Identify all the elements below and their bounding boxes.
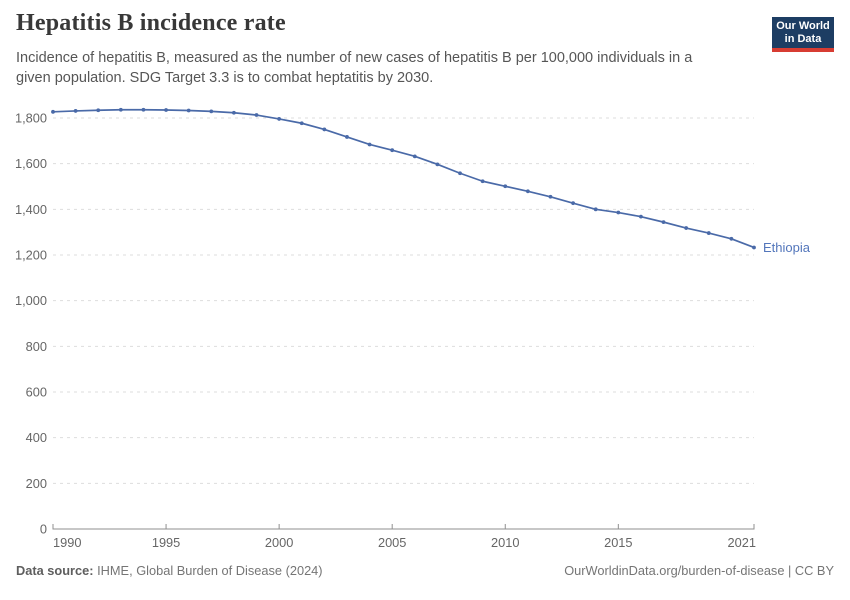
data-source-label: Data source: [16, 563, 94, 578]
data-point[interactable] [639, 214, 643, 219]
data-point[interactable] [661, 220, 666, 225]
data-source-value: IHME, Global Burden of Disease (2024) [93, 563, 323, 578]
footer-url[interactable]: OurWorldinData.org/burden-of-disease [564, 563, 785, 578]
owid-logo: Our World in Data [772, 17, 834, 52]
x-tick-label: 1990 [53, 535, 81, 550]
data-point[interactable] [277, 117, 282, 121]
data-point[interactable] [548, 194, 553, 199]
subtitle-line-1: Incidence of hepatitis B, measured as th… [16, 50, 693, 66]
data-point[interactable] [186, 108, 191, 113]
y-tick-label: 200 [26, 476, 47, 491]
data-point[interactable] [345, 135, 349, 139]
data-line[interactable] [52, 108, 755, 249]
data-point[interactable] [503, 184, 508, 189]
data-point[interactable] [254, 113, 259, 117]
data-point[interactable] [73, 109, 78, 113]
data-source: Data source: IHME, Global Burden of Dise… [16, 563, 323, 578]
data-point[interactable] [480, 179, 485, 184]
data-point[interactable] [118, 107, 123, 112]
data-point[interactable] [458, 171, 462, 176]
x-tick-label: 2000 [265, 535, 293, 550]
data-point[interactable] [412, 154, 417, 159]
data-point[interactable] [593, 207, 598, 212]
y-tick-label: 1,400 [15, 202, 47, 217]
data-point[interactable] [435, 162, 440, 167]
footer-link[interactable]: OurWorldinData.org/burden-of-disease | C… [564, 563, 834, 578]
page-title: Hepatitis B incidence rate [16, 10, 286, 36]
x-tick-label: 2021 [728, 535, 756, 550]
data-point[interactable] [367, 142, 372, 147]
footer-separator: | [784, 563, 795, 578]
y-tick-label: 800 [26, 339, 47, 354]
data-point[interactable] [390, 148, 395, 153]
data-point[interactable] [706, 231, 711, 235]
y-tick-label: 1,000 [15, 293, 47, 308]
data-point[interactable] [141, 107, 146, 112]
subtitle-line-2: given population. SDG Target 3.3 is to c… [16, 70, 434, 86]
x-tick-label: 2005 [378, 535, 406, 550]
data-point[interactable] [209, 109, 214, 114]
chart-subtitle: Incidence of hepatitis B, measured as th… [16, 48, 692, 88]
data-point[interactable] [322, 127, 327, 132]
x-tick-label: 1995 [152, 535, 180, 550]
owid-logo-line-1: Our World [776, 20, 830, 32]
data-point[interactable] [525, 189, 530, 194]
data-point[interactable] [164, 108, 168, 112]
y-tick-label: 1,800 [15, 110, 47, 125]
footer-license: CC BY [794, 563, 834, 578]
chart-footer: Data source: IHME, Global Burden of Dise… [16, 563, 834, 578]
y-tick-label: 400 [26, 430, 47, 445]
data-point[interactable] [729, 236, 734, 241]
owid-logo-line-2: in Data [784, 33, 822, 45]
x-axis [52, 524, 755, 530]
data-point[interactable] [299, 121, 304, 126]
x-tick-label: 2010 [491, 535, 519, 550]
series-label[interactable]: Ethiopia [763, 240, 811, 255]
data-point[interactable] [684, 226, 689, 230]
y-tick-label: 0 [40, 521, 47, 536]
data-point[interactable] [571, 201, 575, 206]
x-tick-label: 2015 [604, 535, 632, 550]
y-tick-label: 1,200 [15, 247, 47, 262]
data-point[interactable] [232, 110, 236, 115]
y-tick-label: 1,600 [15, 156, 47, 171]
data-point[interactable] [51, 109, 55, 114]
data-point[interactable] [96, 108, 101, 113]
data-point[interactable] [616, 210, 621, 215]
y-tick-label: 600 [26, 384, 47, 399]
data-point[interactable] [752, 245, 756, 250]
